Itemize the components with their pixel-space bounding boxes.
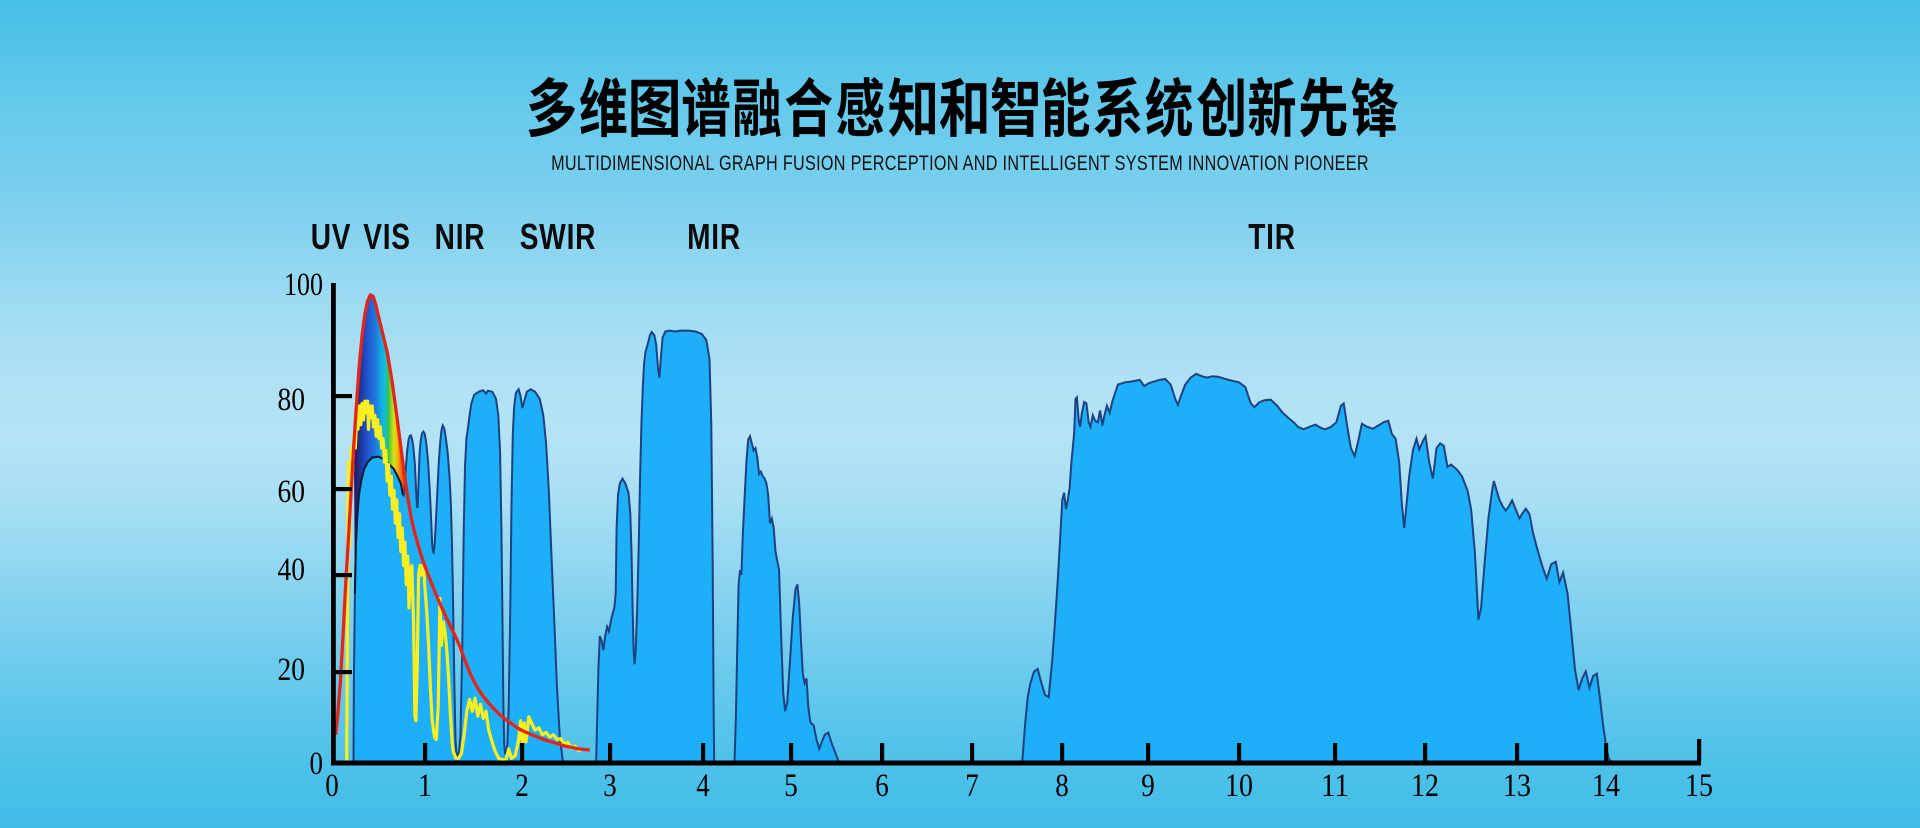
svg-text:4: 4 — [696, 768, 710, 804]
svg-text:5: 5 — [784, 768, 798, 804]
svg-text:12: 12 — [1411, 768, 1439, 804]
svg-text:100: 100 — [284, 267, 323, 303]
svg-text:2: 2 — [515, 768, 529, 804]
svg-text:40: 40 — [278, 552, 306, 588]
svg-text:3: 3 — [603, 768, 617, 804]
svg-text:0: 0 — [325, 768, 339, 804]
svg-text:0: 0 — [310, 746, 324, 782]
svg-text:6: 6 — [875, 768, 889, 804]
svg-text:15: 15 — [1685, 768, 1713, 804]
svg-text:10: 10 — [1225, 768, 1253, 804]
svg-text:60: 60 — [278, 474, 306, 510]
svg-text:8: 8 — [1055, 768, 1069, 804]
svg-text:13: 13 — [1503, 768, 1531, 804]
svg-text:1: 1 — [418, 768, 432, 804]
svg-text:9: 9 — [1141, 768, 1155, 804]
svg-text:14: 14 — [1592, 768, 1620, 804]
svg-text:11: 11 — [1321, 768, 1349, 804]
svg-text:80: 80 — [278, 382, 306, 418]
svg-text:7: 7 — [965, 768, 979, 804]
svg-text:20: 20 — [278, 652, 306, 688]
